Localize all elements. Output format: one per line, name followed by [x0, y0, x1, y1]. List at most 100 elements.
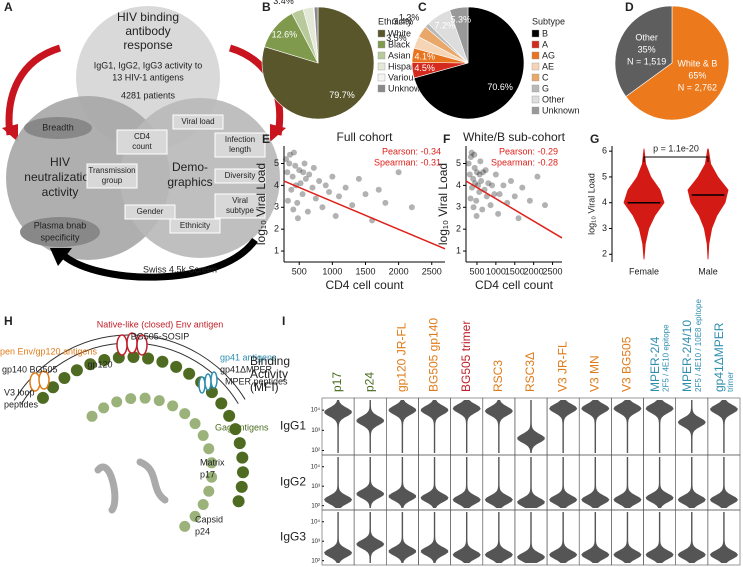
value-label: 3.4%	[273, 0, 294, 6]
point	[309, 184, 316, 191]
legend-swatch	[377, 73, 386, 82]
panel-h: Native-like (closed) Env antigen BG505-S…	[0, 319, 288, 536]
text: Swiss 4.5k Screen	[143, 264, 217, 274]
y-tick-label: 2	[456, 224, 461, 234]
slice-label: White & B	[677, 58, 717, 68]
point	[284, 197, 291, 204]
point	[319, 204, 326, 211]
label: BG505-SOSIP	[131, 331, 190, 341]
point	[534, 173, 541, 180]
shape	[156, 355, 169, 368]
point	[355, 175, 362, 182]
point	[294, 215, 301, 222]
shape	[204, 373, 212, 391]
shape	[111, 396, 123, 408]
violin	[517, 400, 545, 453]
pie-slice	[413, 6, 525, 120]
label: Open Env/gp120 antigens	[0, 346, 98, 356]
violin	[687, 148, 729, 260]
oval	[20, 217, 100, 247]
x-tick-label: 1500	[355, 266, 375, 276]
y-tick-label: 4	[274, 180, 279, 190]
value-label: 70.6%	[487, 82, 513, 92]
label: Infection	[225, 135, 255, 144]
legend-label: AG	[542, 50, 555, 60]
point	[288, 186, 295, 193]
text: IgG1, IgG2, IgG3 activity to	[94, 60, 203, 70]
value-label: 65%	[688, 70, 706, 80]
point	[466, 171, 473, 178]
panel-label: F	[443, 132, 450, 146]
violin	[388, 456, 417, 509]
label: CD4	[134, 132, 151, 141]
y-tick-label: 3	[274, 202, 279, 212]
point	[294, 199, 301, 206]
x-tick-label: 1000	[486, 266, 506, 276]
x-tick-label: 500	[292, 266, 307, 276]
point	[304, 208, 311, 215]
point	[375, 186, 382, 193]
shape	[142, 352, 155, 365]
pie-slice	[449, 6, 469, 64]
column-note: 2F5 / 4E10 / 10E8 epitope	[694, 298, 703, 392]
y-tick-label: 10³	[311, 539, 320, 545]
y-tick-label: 3	[602, 223, 607, 233]
shape	[170, 360, 183, 373]
annotation: p = 1.1e-20	[653, 143, 699, 153]
violin	[677, 456, 706, 509]
panel-label: I	[282, 314, 285, 328]
shape	[58, 371, 71, 384]
point	[349, 202, 356, 209]
y-axis-label: log₁₀ Viral Load	[254, 163, 268, 245]
title: response	[123, 38, 173, 52]
legend-title: Ethnicity	[378, 16, 413, 26]
violin	[356, 511, 385, 564]
label: MPER peptides	[225, 376, 288, 386]
shape	[86, 410, 98, 422]
legend-label: AE	[542, 61, 554, 71]
point	[492, 171, 499, 178]
violin	[581, 456, 610, 509]
y-tick-label: 4	[602, 197, 607, 207]
y-tick-label: 10⁴	[311, 463, 321, 470]
y-tick-label: 6	[602, 146, 607, 156]
x-tick-label: 500	[469, 266, 484, 276]
box	[214, 168, 266, 184]
legend-label: Various	[388, 72, 418, 82]
slice-label: Other	[635, 32, 658, 42]
point	[489, 182, 496, 189]
point	[332, 213, 339, 220]
point	[479, 206, 486, 213]
column-header: BG505 gp140	[427, 318, 441, 392]
point	[467, 195, 474, 202]
violin	[484, 400, 513, 453]
shape	[229, 423, 242, 436]
box	[214, 132, 266, 158]
violin	[709, 456, 738, 509]
arrow	[57, 237, 258, 281]
label: V3 loop	[4, 387, 35, 397]
value-label: 4.1%	[414, 51, 435, 61]
y-tick-label: 4	[456, 180, 461, 190]
text: Plasma bnab	[34, 220, 87, 230]
label: count	[132, 142, 152, 151]
violin	[517, 456, 545, 509]
point	[335, 193, 342, 200]
text: Breadth	[42, 122, 74, 132]
violin	[388, 400, 417, 453]
point	[482, 167, 489, 174]
chart-title: Full cohort	[336, 130, 393, 144]
column-header: V3 MN	[587, 355, 601, 392]
shape	[139, 392, 151, 404]
box	[172, 114, 224, 130]
y-tick-label: 2	[274, 224, 279, 234]
violin	[356, 400, 385, 453]
violin	[420, 511, 449, 564]
x-tick-label: 2500	[543, 266, 563, 276]
column-header: BG505 trimer	[459, 321, 473, 392]
violin	[517, 511, 545, 564]
label: gp120	[87, 359, 112, 369]
point	[541, 202, 548, 209]
y-tick-label: 10³	[311, 428, 320, 434]
pie-slice	[313, 6, 319, 64]
